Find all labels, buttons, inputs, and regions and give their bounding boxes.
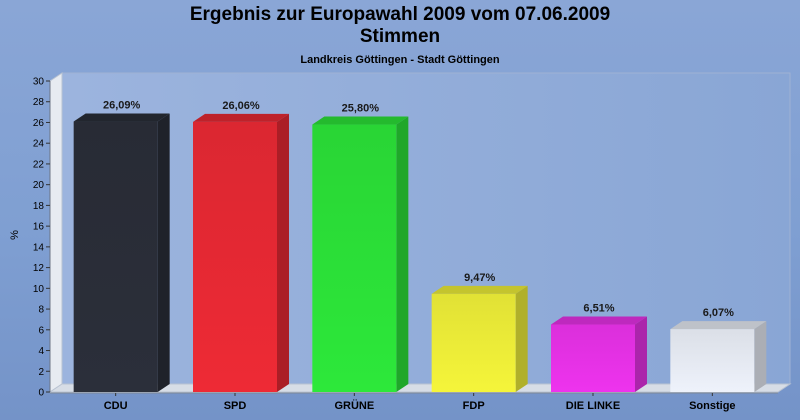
y-tick-label: 6 bbox=[38, 325, 44, 336]
bar-spd: 26,06% bbox=[193, 100, 289, 392]
y-tick-label: 2 bbox=[38, 367, 44, 378]
data-label: 9,47% bbox=[464, 272, 495, 284]
bar-sonstige: 6,07% bbox=[670, 307, 767, 392]
y-tick-label: 18 bbox=[33, 201, 45, 212]
x-axis: CDU SPD GRÜNE FDP DIE LINKE Sonstige bbox=[104, 393, 736, 412]
chart-subtitle: Landkreis Göttingen - Stadt Göttingen bbox=[300, 54, 500, 66]
x-tick-label: CDU bbox=[104, 400, 128, 412]
data-label: 26,09% bbox=[103, 100, 141, 112]
x-tick-label: Sonstige bbox=[689, 400, 735, 412]
x-tick-label: GRÜNE bbox=[334, 399, 374, 412]
bar-cdu: 26,09% bbox=[73, 100, 170, 393]
y-tick-label: 24 bbox=[33, 139, 45, 150]
chart-title: Ergebnis zur Europawahl 2009 vom 07.06.2… bbox=[0, 4, 800, 48]
data-label: 25,80% bbox=[342, 103, 380, 115]
y-tick-label: 26 bbox=[33, 118, 45, 129]
y-tick-label: 30 bbox=[33, 77, 45, 88]
data-label: 6,07% bbox=[703, 307, 734, 319]
y-tick-label: 4 bbox=[38, 346, 44, 357]
y-tick-label: 0 bbox=[38, 388, 44, 399]
x-tick-label: SPD bbox=[224, 400, 247, 412]
y-axis-label: % bbox=[9, 230, 21, 240]
x-tick-label: DIE LINKE bbox=[566, 400, 620, 412]
y-tick-label: 14 bbox=[33, 242, 45, 253]
y-tick-label: 20 bbox=[33, 180, 45, 191]
y-tick-label: 10 bbox=[33, 284, 45, 295]
chart-title-line-1: Ergebnis zur Europawahl 2009 vom 07.06.2… bbox=[189, 4, 611, 25]
bars: 26,09% 26,06% 25,80% 9,47% 6,51% 6,07% bbox=[73, 100, 767, 393]
y-tick-label: 28 bbox=[33, 97, 45, 108]
chart-title-line-2: Stimmen bbox=[359, 26, 441, 47]
data-label: 6,51% bbox=[583, 303, 614, 315]
bar-gr-ne: 25,80% bbox=[312, 103, 409, 392]
y-tick-label: 16 bbox=[33, 222, 45, 233]
y-tick-label: 8 bbox=[38, 305, 44, 316]
data-label: 26,06% bbox=[222, 100, 260, 112]
y-tick-label: 22 bbox=[33, 159, 45, 170]
bar-fdp: 9,47% bbox=[431, 272, 528, 392]
x-tick-label: FDP bbox=[463, 400, 485, 412]
bar-die-linke: 6,51% bbox=[551, 303, 647, 392]
y-tick-label: 12 bbox=[33, 263, 45, 274]
